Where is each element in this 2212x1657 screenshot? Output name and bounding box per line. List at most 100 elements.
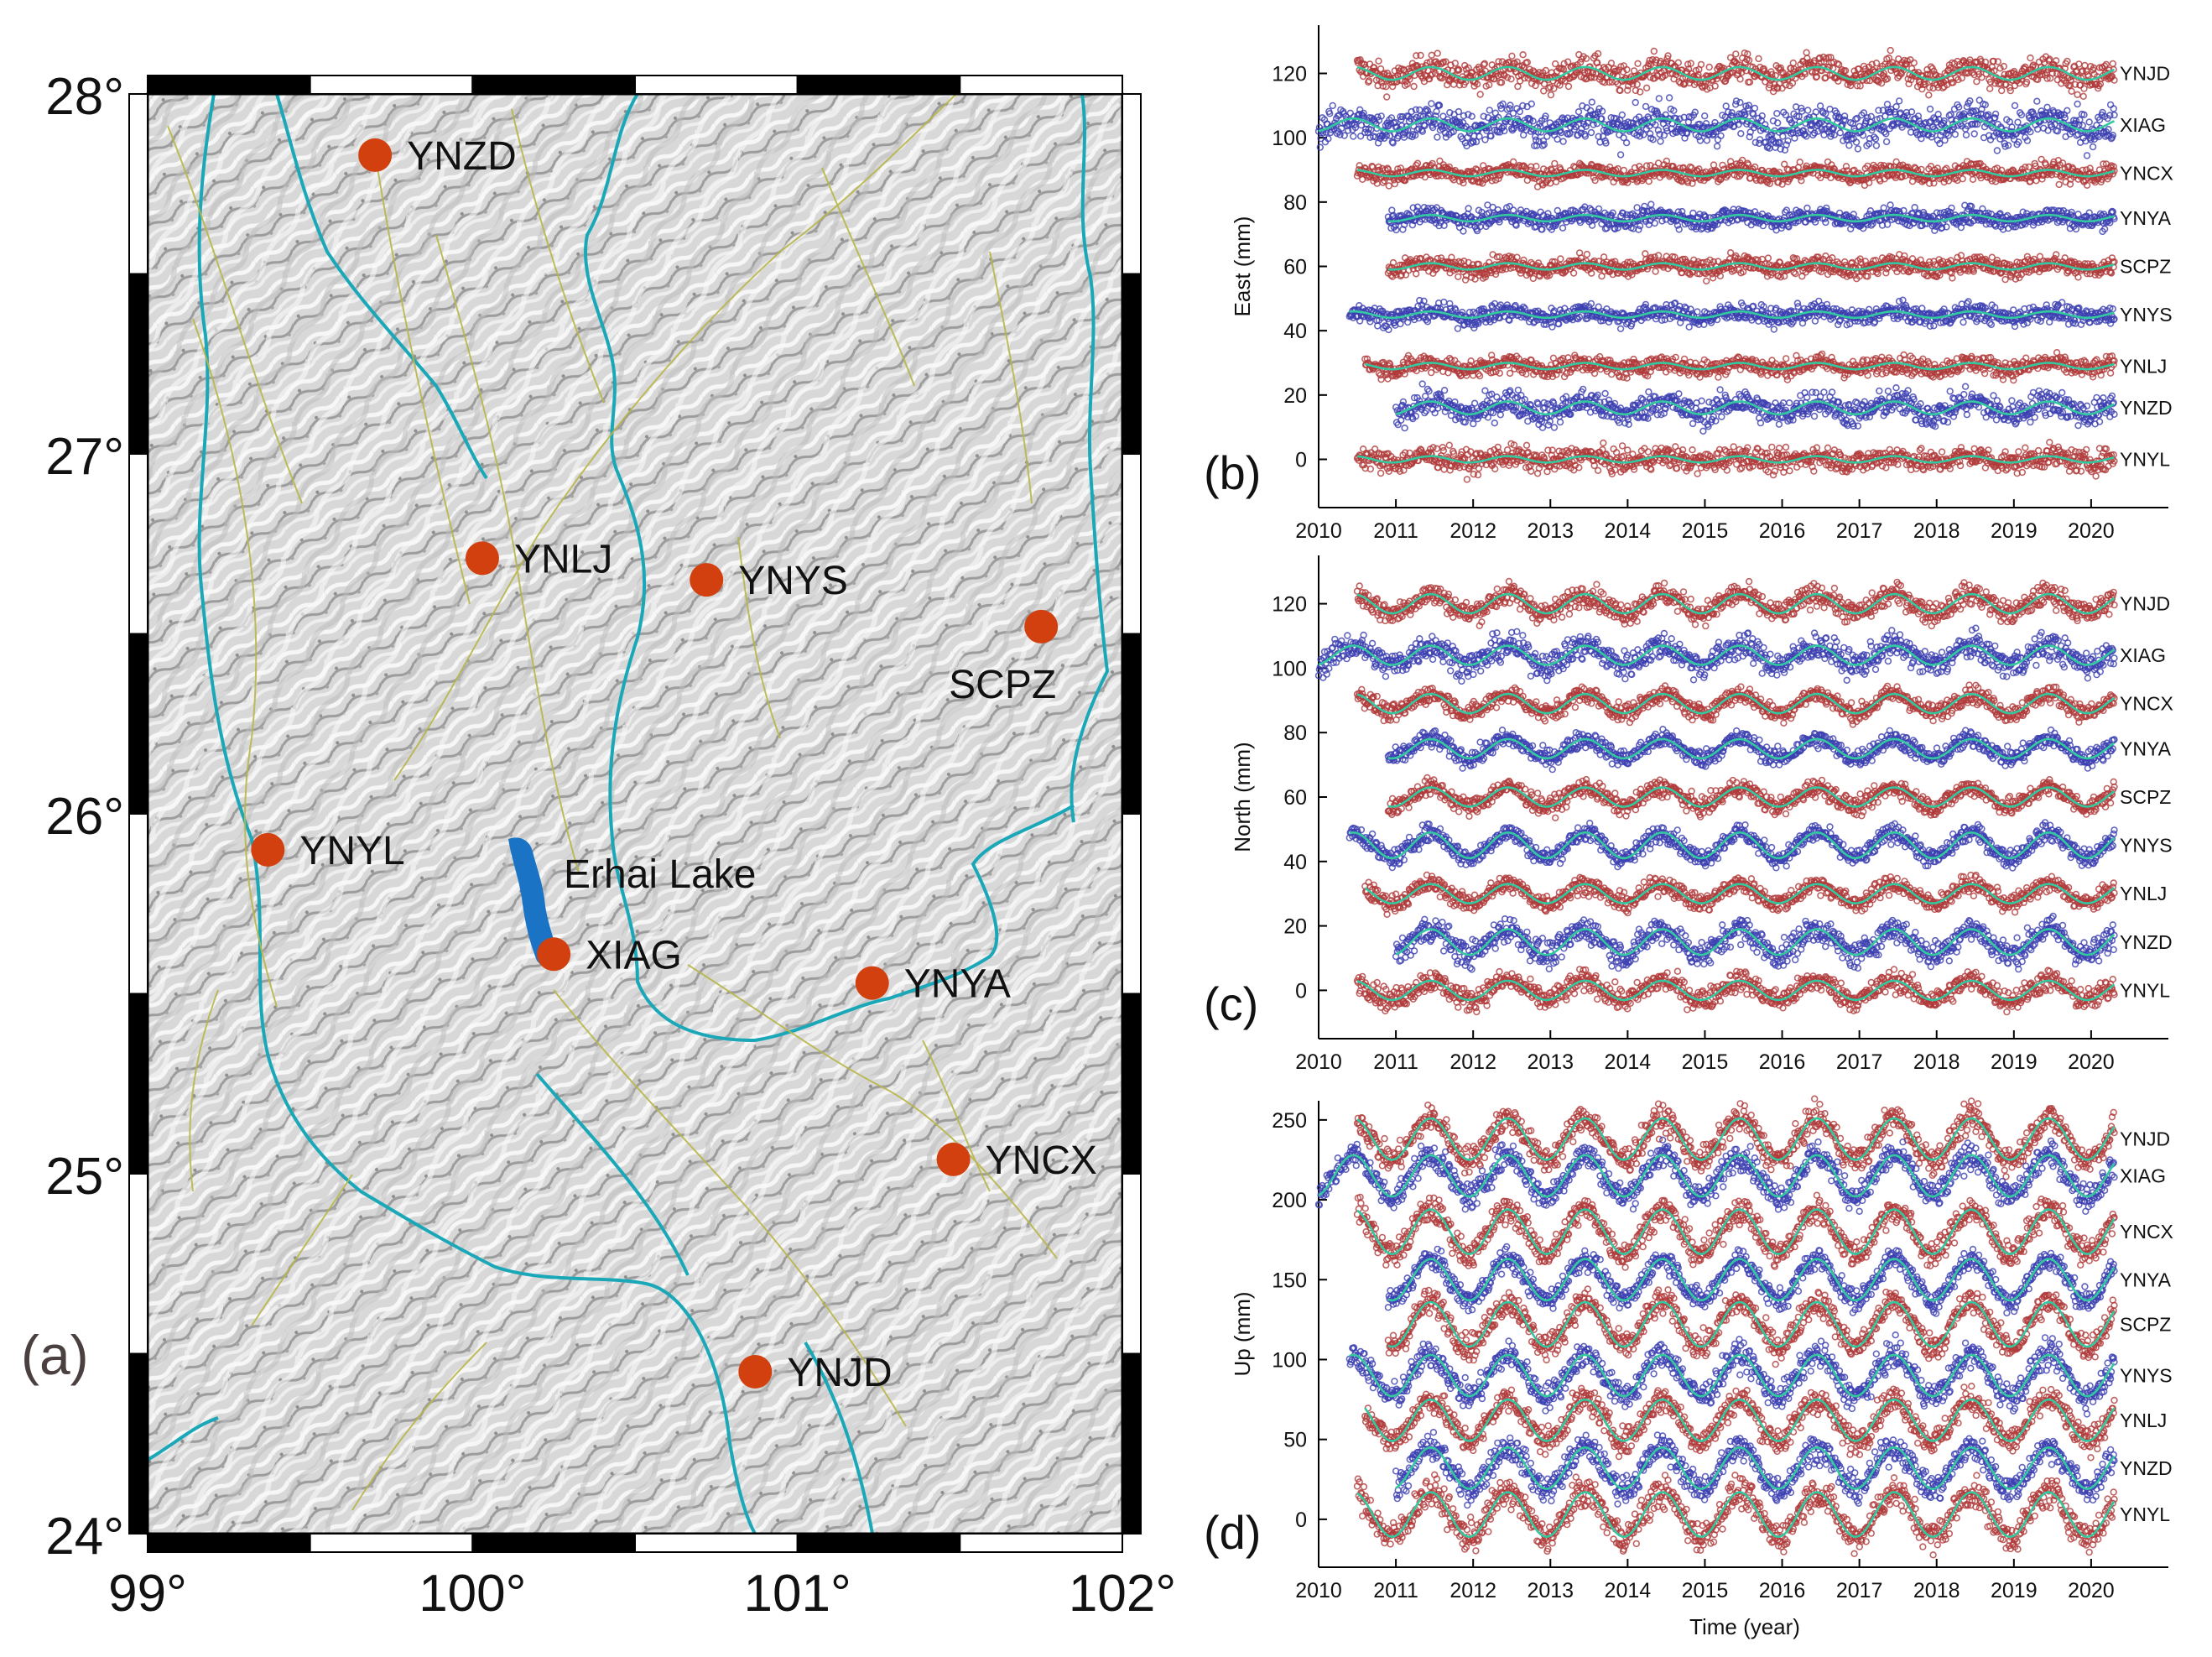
data-point <box>2106 101 2115 109</box>
map-lon-tick-label: 100° <box>419 1565 526 1623</box>
data-point <box>1880 204 1887 211</box>
data-point <box>2110 105 2117 112</box>
data-point <box>1803 204 1811 212</box>
station-marker-ynys <box>690 563 724 597</box>
data-point <box>1772 71 1779 80</box>
series-scpz: SCPZ <box>1384 249 2171 285</box>
data-point <box>2085 118 2093 126</box>
data-point <box>1652 268 1659 275</box>
data-point <box>1509 206 1517 214</box>
data-point <box>1951 130 1960 138</box>
data-point <box>1700 112 1709 120</box>
station-label-xiag: XIAG <box>586 933 682 977</box>
data-point <box>2068 87 2075 96</box>
data-point <box>1792 270 1799 278</box>
x-tick-label: 2012 <box>1450 519 1496 543</box>
data-point <box>1564 82 1573 91</box>
map-border-segment <box>1122 813 1142 995</box>
data-point <box>1595 205 1603 213</box>
data-point <box>1412 270 1420 278</box>
map-border-segment <box>128 813 148 995</box>
data-point <box>1417 51 1424 60</box>
data-point <box>1646 56 1653 65</box>
data-point <box>1764 254 1772 262</box>
data-point <box>1473 81 1481 88</box>
data-point <box>1564 58 1572 65</box>
data-point <box>1428 100 1435 107</box>
data-point <box>2043 103 2051 112</box>
data-point <box>2080 85 2088 92</box>
data-point <box>1755 55 1762 63</box>
data-point <box>1711 82 1719 90</box>
data-point <box>1986 85 1994 92</box>
data-point <box>1551 60 1559 68</box>
map-border-segment <box>796 1533 961 1553</box>
map-border-segment <box>1122 633 1142 815</box>
data-point <box>2055 180 2063 189</box>
data-point <box>1973 77 1980 86</box>
data-point <box>1713 143 1721 150</box>
data-point <box>1350 133 1357 140</box>
data-point <box>1607 60 1616 67</box>
x-tick-label: 2016 <box>1759 519 1806 543</box>
data-point <box>1587 128 1595 137</box>
data-point <box>1476 91 1484 98</box>
data-point <box>1519 50 1527 59</box>
data-point <box>1908 178 1917 185</box>
station-label-ynjd: YNJD <box>787 1351 892 1395</box>
data-point <box>1736 76 1744 83</box>
data-point <box>2033 97 2041 105</box>
data-point <box>1428 51 1435 60</box>
data-point <box>1528 100 1536 108</box>
data-point <box>1634 60 1642 68</box>
data-point <box>1779 133 1787 140</box>
data-point <box>1970 130 1978 138</box>
station-label-ynys: YNYS <box>738 559 848 603</box>
data-point <box>1465 205 1472 212</box>
data-point <box>1356 55 1364 64</box>
data-point <box>1697 60 1705 69</box>
data-point <box>1745 56 1753 65</box>
y-tick-label: 120 <box>1272 63 1307 86</box>
data-point <box>2079 92 2087 101</box>
series-ynjd: YNJD <box>1353 46 2170 101</box>
data-point <box>2109 60 2117 68</box>
data-point <box>1559 138 1567 145</box>
data-point <box>1629 80 1637 88</box>
data-point <box>1867 112 1875 121</box>
data-point <box>1547 91 1555 99</box>
data-point <box>1769 87 1777 96</box>
station-label-ynyl: YNYL <box>299 829 404 873</box>
station-marker-ynjd <box>738 1354 773 1389</box>
data-point <box>1918 165 1925 174</box>
map-border-segment <box>128 633 148 815</box>
series-label: XIAG <box>2120 114 2166 136</box>
map-border-segment <box>796 75 961 95</box>
map-border-segment <box>1122 93 1142 275</box>
data-point <box>1654 159 1663 167</box>
data-point <box>2014 118 2022 126</box>
map-border-segment <box>309 75 474 95</box>
data-point <box>1377 65 1385 73</box>
y-tick-label: 80 <box>1283 191 1307 215</box>
series-yncx: YNCX <box>1353 155 2173 190</box>
series-ynya: YNYA <box>1384 201 2172 236</box>
y-tick-label: 20 <box>1283 384 1307 408</box>
data-point <box>1623 86 1632 94</box>
data-point <box>1647 60 1655 68</box>
data-point <box>1526 65 1533 73</box>
map-border-segment <box>959 75 1124 95</box>
map-border-segment <box>1122 1173 1142 1355</box>
data-point <box>1451 60 1460 67</box>
data-point <box>1705 63 1713 71</box>
data-point <box>1710 161 1718 169</box>
map-border-segment <box>309 1533 474 1553</box>
fault-lines <box>167 94 1058 1511</box>
station-marker-yncx <box>936 1142 971 1176</box>
data-point <box>1557 255 1564 263</box>
data-point <box>1551 159 1559 168</box>
data-point <box>1410 82 1418 91</box>
